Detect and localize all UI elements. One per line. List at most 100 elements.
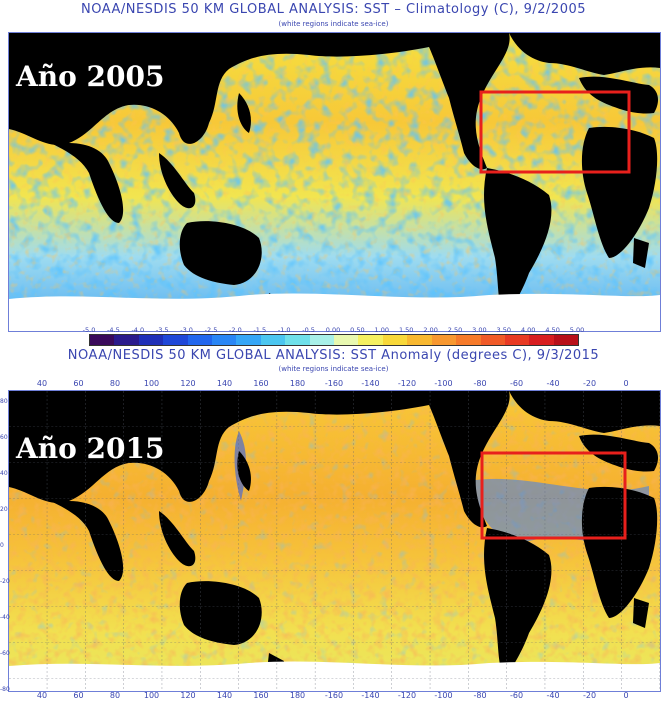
longitude-label: 80 xyxy=(109,691,121,700)
latitude-label: 80 xyxy=(0,398,8,405)
antarctic-sea-ice xyxy=(9,293,660,331)
longitude-label: -60 xyxy=(509,379,524,388)
colorbar-tick-label: 2.50 xyxy=(447,326,463,334)
colorbar-tick-label: 3.50 xyxy=(496,326,512,334)
bottom-year-label: Año 2015 xyxy=(16,432,165,465)
longitude-label: 60 xyxy=(73,691,84,700)
longitude-label: 160 xyxy=(253,691,269,700)
top-map-svg xyxy=(9,33,660,331)
europe-land xyxy=(579,76,659,114)
longitude-label: -40 xyxy=(546,379,560,388)
bottom-longitude-labels: 40 60 80 100 120 140 160 180 -160 -140 -120 -100 -80… xyxy=(8,691,659,701)
colorbar-tick-label: -5.0 xyxy=(82,326,96,334)
longitude-label: 140 xyxy=(216,691,233,700)
colorbar-tick-label: 0.50 xyxy=(350,326,365,334)
colorbar-segment xyxy=(553,335,579,345)
greenland-europe-land xyxy=(509,33,660,75)
north-america-land xyxy=(429,33,510,170)
colorbar-segment xyxy=(260,335,286,345)
colorbar-segment xyxy=(456,335,481,345)
bottom-map-svg xyxy=(9,391,660,691)
longitude-label: 0 xyxy=(623,691,629,700)
colorbar-segment xyxy=(504,335,530,345)
latitude-label: -80 xyxy=(0,686,10,693)
colorbar-tick-label: -3.5 xyxy=(155,326,169,334)
longitude-label: -20 xyxy=(582,379,597,388)
top-sst-map xyxy=(8,32,661,332)
colorbar-tick-label: 4.00 xyxy=(520,326,536,334)
colorbar-segment xyxy=(407,335,432,345)
north-atlantic-highlight-box xyxy=(479,90,631,174)
longitude-label: 120 xyxy=(180,691,196,700)
land-masses xyxy=(9,33,660,318)
longitude-label: 80 xyxy=(109,379,121,388)
longitude-label: 100 xyxy=(143,691,160,700)
longitude-label: 180 xyxy=(289,691,306,700)
southeast-asia-land xyxy=(159,153,196,209)
longitude-label: 160 xyxy=(253,379,269,388)
longitude-label: 180 xyxy=(289,379,306,388)
longitude-label: -20 xyxy=(582,691,597,700)
longitude-label: -160 xyxy=(324,691,344,700)
colorbar-segment xyxy=(309,335,335,345)
colorbar-tick-label: 5.00 xyxy=(569,326,585,334)
longitude-label: 120 xyxy=(180,379,196,388)
colorbar-segment xyxy=(236,335,261,345)
colorbar-segment xyxy=(334,335,359,345)
colorbar-segment xyxy=(163,335,188,345)
top-map-title: NOAA/NESDIS 50 KM GLOBAL ANALYSIS: SST –… xyxy=(80,2,587,17)
north-atlantic-highlight-box xyxy=(480,451,627,540)
bottom-map-title: NOAA/NESDIS 50 KM GLOBAL ANALYSIS: SST A… xyxy=(67,348,600,363)
colorbar-segment xyxy=(358,335,383,345)
longitude-label: -140 xyxy=(361,379,380,388)
colorbar-tick-label: -1.0 xyxy=(277,326,291,334)
colorbar-segment xyxy=(212,335,237,345)
longitude-label: 0 xyxy=(623,379,629,388)
india-land xyxy=(29,133,124,223)
longitude-label: 40 xyxy=(36,691,48,700)
colorbar-tick-label: -0.5 xyxy=(302,326,315,334)
left-latitude-labels: 80 60 40 20 0 -20 -40 -60 -80 xyxy=(0,390,10,693)
south-america-land xyxy=(484,168,552,318)
latitude-label: 60 xyxy=(0,434,8,441)
madagascar-land xyxy=(633,238,649,268)
colorbar-segment xyxy=(138,335,164,345)
colorbar-segment xyxy=(382,335,408,345)
longitude-label: -140 xyxy=(361,691,380,700)
colorbar-tick-labels: -5.0 -4.5 -4.0 -3.5 -3.0 -2.5 -2.0 -1.5 -1.0 -0.5… xyxy=(82,326,585,335)
colorbar-tick-label: 1.50 xyxy=(398,326,414,334)
latitude-label: 0 xyxy=(0,542,4,549)
longitude-label: -160 xyxy=(324,379,344,388)
longitude-label: 40 xyxy=(36,379,48,388)
longitude-label: 60 xyxy=(73,379,84,388)
top-map-subtitle: (white regions indicate sea-ice) xyxy=(278,20,389,28)
latitude-label: -60 xyxy=(0,650,10,657)
colorbar-tick-label: -2.5 xyxy=(204,326,218,334)
colorbar-tick-label: 3.00 xyxy=(472,326,487,334)
colorbar-tick-label: -4.5 xyxy=(107,326,120,334)
top-year-label: Año 2005 xyxy=(16,60,165,93)
longitude-label: -80 xyxy=(473,379,487,388)
longitude-label: -120 xyxy=(397,379,417,388)
australia-land xyxy=(179,221,262,285)
colorbar-segment xyxy=(114,335,139,345)
eurasia-land xyxy=(9,33,429,146)
colorbar-tick-label: 2.00 xyxy=(423,326,438,334)
colorbar-segment xyxy=(187,335,213,345)
colorbar-segment xyxy=(90,335,115,345)
colorbar-segment xyxy=(480,335,505,345)
longitude-label: -120 xyxy=(397,691,417,700)
colorbar-segment xyxy=(285,335,310,345)
top-longitude-labels: 40 60 80 100 120 140 160 180 -160 -140 -120 -100 -80… xyxy=(8,379,659,389)
africa-land xyxy=(581,126,658,258)
bottom-map-subtitle: (white regions indicate sea-ice) xyxy=(278,365,389,373)
colorbar-segment xyxy=(431,335,457,345)
longitude-label: -80 xyxy=(473,691,487,700)
colorbar-tick-label: -3.0 xyxy=(180,326,193,334)
latitude-label: 20 xyxy=(0,506,8,513)
colorbar-segment xyxy=(529,335,554,345)
longitude-label: 100 xyxy=(143,379,160,388)
japan-land xyxy=(237,93,251,133)
latitude-label: -40 xyxy=(0,614,10,621)
longitude-label: -100 xyxy=(434,691,453,700)
